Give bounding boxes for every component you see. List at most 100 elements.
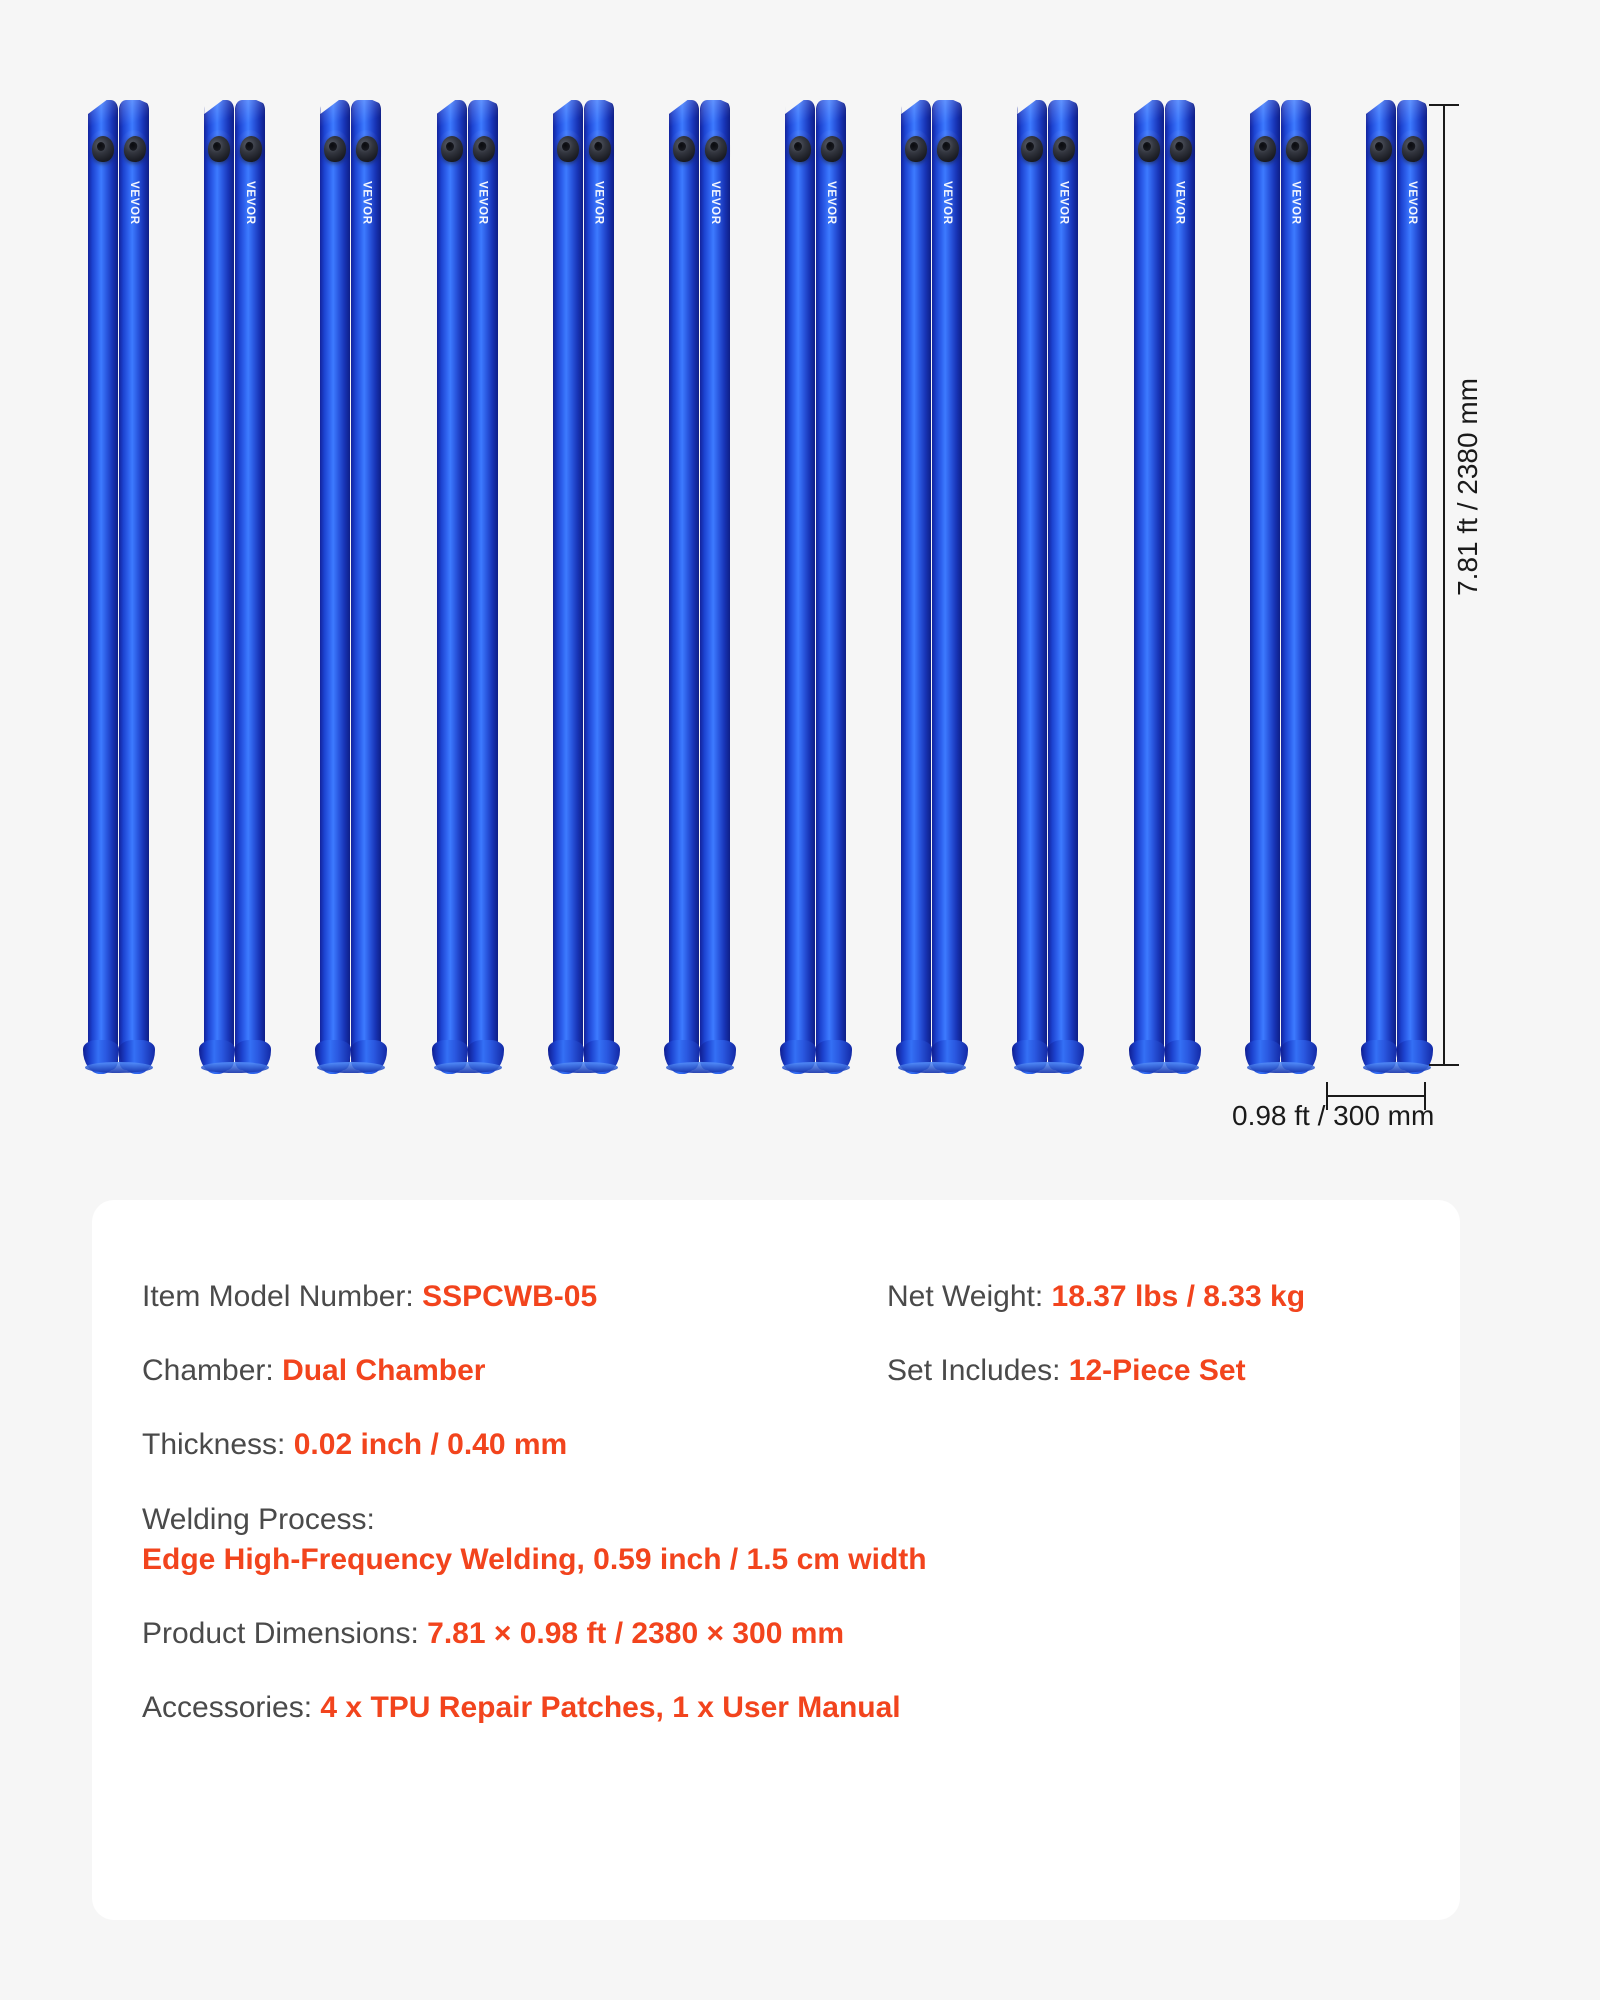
tube-chamber-right <box>583 100 614 1070</box>
tube-welded-bottom <box>1244 1034 1317 1074</box>
product-tube-row: VEVOR VEVOR <box>83 100 1433 1074</box>
tube-weld-seam <box>201 1062 270 1073</box>
tube-welded-bottom <box>663 1034 736 1074</box>
height-dimension-cap-bottom <box>1429 1064 1459 1066</box>
valve-cap-icon <box>1021 136 1044 162</box>
spec-row-item-model-number: Item Model Number: SSPCWB-05 <box>142 1260 887 1334</box>
tube-chamber-right <box>932 100 963 1070</box>
vevor-brand-logo: VEVOR <box>1405 181 1418 225</box>
air-pillow-tube: VEVOR <box>83 100 155 1074</box>
valve-cap-icon <box>1137 136 1160 162</box>
spec-label: Item Model Number: <box>142 1280 414 1313</box>
tube-welded-bottom <box>547 1034 620 1074</box>
tube-chamber-right <box>1048 100 1079 1070</box>
tube-weld-seam <box>317 1062 386 1073</box>
spec-label: Thickness: <box>142 1428 286 1462</box>
tube-welded-bottom <box>83 1034 155 1074</box>
spec-value: Edge High-Frequency Welding, 0.59 inch /… <box>142 1542 927 1576</box>
spec-value: 7.81 × 0.98 ft / 2380 × 300 mm <box>427 1616 845 1650</box>
spec-row-welding-process: Welding Process: Edge High-Frequency Wel… <box>142 1483 1410 1597</box>
tube-chamber-left <box>436 100 467 1070</box>
valve-cap-icon <box>556 136 579 162</box>
tube-chamber-left <box>1133 100 1164 1070</box>
tube-chamber-left <box>1017 100 1048 1070</box>
air-pillow-tube: VEVOR <box>1012 100 1085 1074</box>
tube-weld-seam <box>665 1062 734 1073</box>
spec-label: Set Includes: <box>887 1354 1061 1388</box>
vevor-brand-logo: VEVOR <box>1173 181 1186 225</box>
width-dimension-label: 0.98 ft / 300 mm <box>1232 1100 1435 1131</box>
specification-card: Item Model Number: SSPCWB-05 Net Weight:… <box>92 1200 1460 1920</box>
tube-chamber-right <box>1164 100 1195 1070</box>
tube-weld-seam <box>782 1062 851 1073</box>
tube-chamber-left <box>88 100 118 1070</box>
vevor-brand-logo: VEVOR <box>1289 181 1302 225</box>
spec-label: Product Dimensions: <box>142 1616 419 1650</box>
tube-weld-seam <box>1246 1062 1315 1073</box>
spec-row-net-weight: Net Weight: 18.37 lbs / 8.33 kg <box>887 1260 1410 1334</box>
air-pillow-tube: VEVOR <box>1360 100 1433 1074</box>
valve-cap-icon <box>1369 136 1392 162</box>
spec-label: Accessories: <box>142 1691 313 1725</box>
air-pillow-tube: VEVOR <box>780 100 853 1074</box>
vevor-brand-logo: VEVOR <box>1057 181 1070 225</box>
air-pillow-tube: VEVOR <box>1128 100 1201 1074</box>
tube-welded-bottom <box>780 1034 853 1074</box>
tube-chamber-left <box>668 100 699 1070</box>
spec-row-set-includes: Set Includes: 12-Piece Set <box>887 1334 1410 1408</box>
product-image-area: VEVOR VEVOR <box>0 0 1600 1180</box>
tube-weld-seam <box>549 1062 618 1073</box>
vevor-brand-logo: VEVOR <box>708 181 721 225</box>
tube-chamber-right <box>816 100 847 1070</box>
spec-row-accessories: Accessories: 4 x TPU Repair Patches, 1 x… <box>142 1671 1410 1745</box>
valve-cap-icon <box>905 136 928 162</box>
valve-cap-icon <box>1253 136 1276 162</box>
height-dimension-label: 7.81 ft / 2380 mm <box>1452 378 1483 596</box>
air-pillow-tube: VEVOR <box>431 100 504 1074</box>
vevor-brand-logo: VEVOR <box>825 181 838 225</box>
air-pillow-tube: VEVOR <box>315 100 388 1074</box>
tube-weld-seam <box>1130 1062 1199 1073</box>
tube-chamber-right <box>467 100 498 1070</box>
vevor-brand-logo: VEVOR <box>360 181 373 225</box>
spec-value: Dual Chamber <box>282 1354 486 1388</box>
tube-chamber-right <box>699 100 730 1070</box>
tube-chamber-left <box>552 100 583 1070</box>
valve-cap-icon <box>789 136 812 162</box>
air-pillow-tube: VEVOR <box>663 100 736 1074</box>
tube-chamber-right <box>351 100 382 1070</box>
air-pillow-tube: VEVOR <box>1244 100 1317 1074</box>
width-dimension-cap-right <box>1424 1082 1426 1110</box>
spec-label: Net Weight: <box>887 1280 1044 1313</box>
tube-weld-seam <box>1014 1062 1083 1073</box>
spec-value: 0.02 inch / 0.40 mm <box>293 1428 568 1462</box>
width-dimension-line <box>1326 1095 1426 1097</box>
vevor-brand-logo: VEVOR <box>476 181 489 225</box>
spec-label: Welding Process: <box>142 1502 375 1536</box>
vevor-brand-logo: VEVOR <box>941 181 954 225</box>
valve-cap-icon <box>672 136 695 162</box>
specification-grid: Item Model Number: SSPCWB-05 Net Weight:… <box>142 1260 1410 1745</box>
air-pillow-tube: VEVOR <box>199 100 272 1074</box>
tube-welded-bottom <box>1012 1034 1085 1074</box>
vevor-brand-logo: VEVOR <box>592 181 605 225</box>
valve-cap-icon <box>208 136 231 162</box>
tube-chamber-left <box>901 100 932 1070</box>
spec-value: 18.37 lbs / 8.33 kg <box>1051 1280 1306 1313</box>
spec-value: 12-Piece Set <box>1068 1354 1246 1388</box>
valve-cap-icon <box>324 136 347 162</box>
spec-row-product-dimensions: Product Dimensions: 7.81 × 0.98 ft / 238… <box>142 1597 1410 1671</box>
tube-chamber-right <box>1280 100 1311 1070</box>
tube-chamber-left <box>204 100 235 1070</box>
tube-chamber-left <box>1249 100 1280 1070</box>
tube-weld-seam <box>1362 1062 1431 1073</box>
spec-row-chamber: Chamber: Dual Chamber <box>142 1334 887 1408</box>
spec-label: Chamber: <box>142 1354 274 1388</box>
tube-weld-seam <box>898 1062 967 1073</box>
tube-weld-seam <box>433 1062 502 1073</box>
vevor-brand-logo: VEVOR <box>128 181 140 225</box>
tube-welded-bottom <box>431 1034 504 1074</box>
tube-welded-bottom <box>896 1034 969 1074</box>
spec-value: SSPCWB-05 <box>422 1280 598 1313</box>
height-dimension-line <box>1443 104 1445 1066</box>
